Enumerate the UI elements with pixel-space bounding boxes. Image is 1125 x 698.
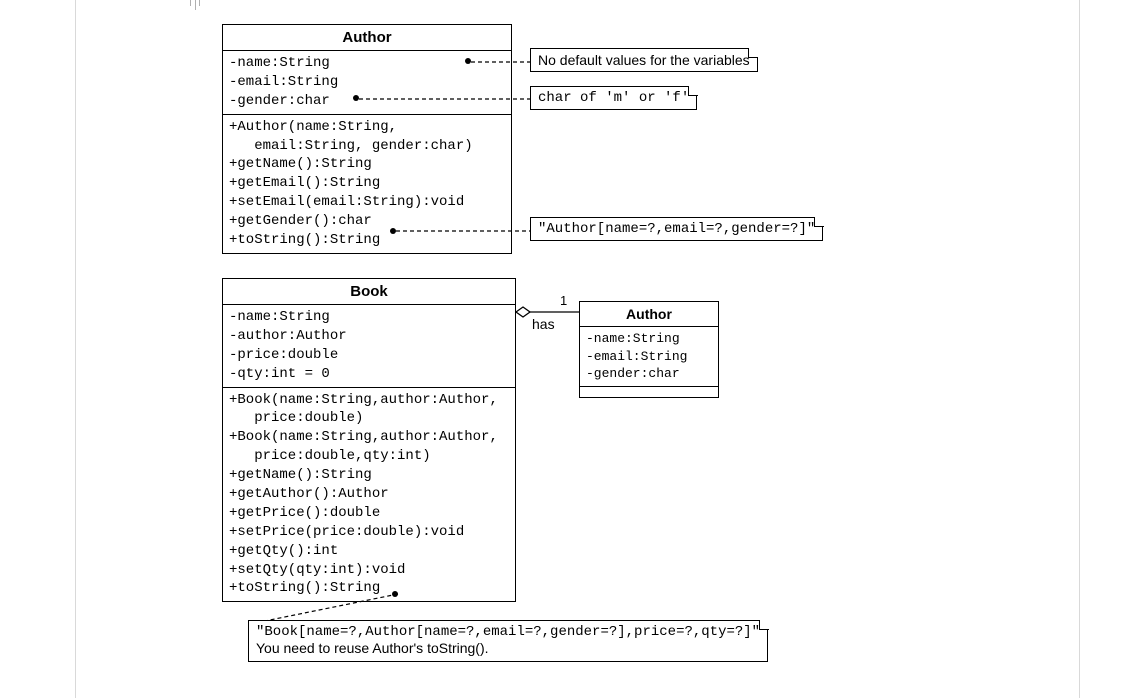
note-no-default: No default values for the variables — [530, 48, 758, 72]
uml-class-author-small: Author -name:String -email:String -gende… — [579, 301, 719, 398]
method: +getGender():char — [229, 212, 505, 231]
uml-class-book: Book -name:String -author:Author -price:… — [222, 278, 516, 602]
class-title-book: Book — [223, 279, 515, 305]
note-text-l2: You need to reuse Author's toString(). — [256, 640, 760, 656]
note-author-tostring: "Author[name=?,email=?,gender=?]" — [530, 217, 823, 241]
method: +getName():String — [229, 466, 509, 485]
note-book-tostring: "Book[name=?,Author[name=?,email=?,gende… — [248, 620, 768, 662]
attr: -author:Author — [229, 327, 509, 346]
attr: -email:String — [586, 348, 712, 366]
author-methods: +Author(name:String, email:String, gende… — [223, 115, 511, 253]
method: price:double,qty:int) — [229, 447, 509, 466]
note-fold-icon — [759, 620, 769, 630]
note-text: "Author[name=?,email=?,gender=?]" — [538, 221, 815, 237]
association-multiplicity: 1 — [560, 293, 567, 308]
ruler-tick — [190, 0, 200, 6]
method: +setPrice(price:double):void — [229, 523, 509, 542]
method: +Book(name:String,author:Author, — [229, 391, 509, 410]
method: +getPrice():double — [229, 504, 509, 523]
note-text: No default values for the variables — [538, 52, 750, 68]
anchor-dot — [465, 58, 471, 64]
book-attributes: -name:String -author:Author -price:doubl… — [223, 305, 515, 388]
method: price:double) — [229, 409, 509, 428]
method: +Author(name:String, — [229, 118, 505, 137]
method: +getEmail():String — [229, 174, 505, 193]
author-small-empty — [580, 387, 718, 397]
attr: -price:double — [229, 346, 509, 365]
attr: -qty:int = 0 — [229, 365, 509, 384]
author-small-attributes: -name:String -email:String -gender:char — [580, 327, 718, 387]
anchor-dot — [353, 95, 359, 101]
attr: -name:String — [229, 308, 509, 327]
method: +getName():String — [229, 155, 505, 174]
attr: -name:String — [229, 54, 505, 73]
anchor-dot — [392, 591, 398, 597]
book-methods: +Book(name:String,author:Author, price:d… — [223, 388, 515, 602]
note-fold-icon — [748, 48, 758, 58]
attr: -name:String — [586, 330, 712, 348]
class-title-author: Author — [223, 25, 511, 51]
method: +toString():String — [229, 579, 509, 598]
method: email:String, gender:char) — [229, 137, 505, 156]
note-text: char of 'm' or 'f' — [538, 90, 689, 106]
attr: -gender:char — [229, 92, 505, 111]
note-text-l1: "Book[name=?,Author[name=?,email=?,gende… — [256, 624, 760, 640]
note-char-mf: char of 'm' or 'f' — [530, 86, 697, 110]
attr: -gender:char — [586, 365, 712, 383]
method: +Book(name:String,author:Author, — [229, 428, 509, 447]
association-label: has — [532, 316, 555, 332]
anchor-dot — [390, 228, 396, 234]
attr: -email:String — [229, 73, 505, 92]
method: +setEmail(email:String):void — [229, 193, 505, 212]
method: +toString():String — [229, 231, 505, 250]
method: +getQty():int — [229, 542, 509, 561]
note-fold-icon — [814, 217, 824, 227]
class-title-author-small: Author — [580, 302, 718, 327]
note-fold-icon — [688, 86, 698, 96]
method: +getAuthor():Author — [229, 485, 509, 504]
method: +setQty(qty:int):void — [229, 561, 509, 580]
